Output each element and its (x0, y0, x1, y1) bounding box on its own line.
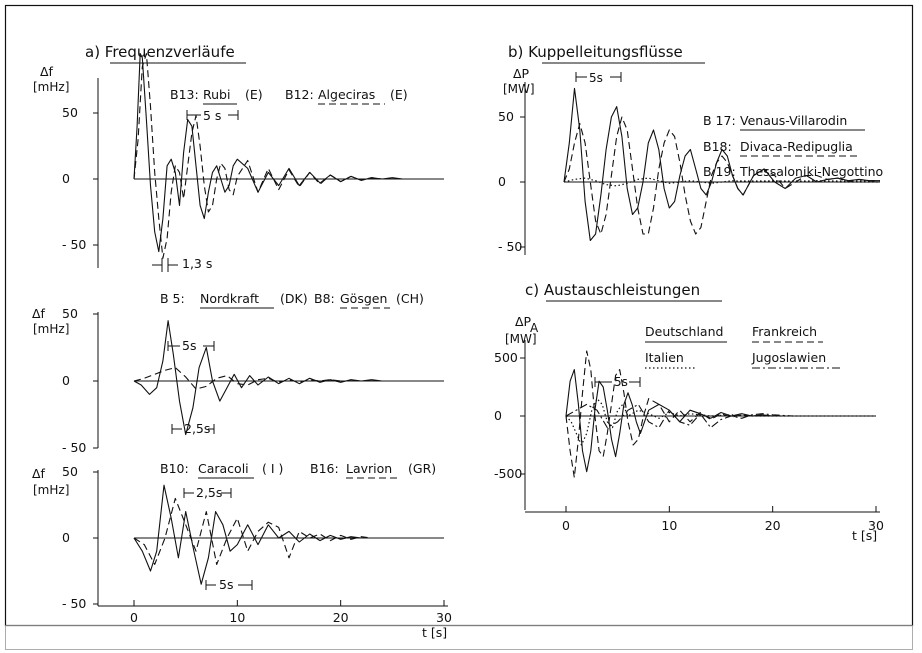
c-ylabel-sub: A (530, 321, 539, 335)
a3-xlabel: t [s] (422, 625, 447, 640)
a3-legend-name-caracoli: Caracoli (198, 461, 249, 476)
b-ylabel: ΔP (513, 66, 530, 81)
a2-series-line-g-sgen (133, 367, 444, 390)
a3-legend-name-lavrion: Lavrion (346, 461, 392, 476)
c-xtick-label: 10 (661, 518, 677, 533)
a3-yunit: [mHz] (33, 483, 69, 497)
a2-ytick-label: 0 (62, 373, 70, 388)
a3-ytick-label: - 50 (62, 596, 86, 611)
c-annot-5s: 5s (614, 375, 628, 389)
a1-yunit: [mHz] (33, 80, 69, 94)
c-series-line-frankreich (565, 350, 876, 479)
b-ytick-label: 50 (498, 109, 514, 124)
c-legend-name-frankreich: Frankreich (752, 324, 817, 339)
a2-ytick-label: 50 (62, 306, 78, 321)
a1-legend-name-rubi: Rubi (203, 87, 230, 102)
b-legend-code-b18: B18: (703, 139, 732, 154)
b-series-line-venaus-villarodin (563, 87, 880, 242)
b-legend-name-divaca: Divaca-Redipuglia (740, 139, 853, 154)
a2-annot-5s: 5s (182, 338, 196, 353)
c-dim-5s (594, 377, 641, 387)
c-xtick-label: 0 (562, 518, 570, 533)
c-series-line-italien (565, 398, 876, 446)
a2-dim-5s (167, 341, 215, 351)
a3-xtick-label: 30 (436, 610, 452, 625)
a2-yunit: [mHz] (33, 322, 69, 336)
a3-xtick-label: 20 (333, 610, 349, 625)
panel-b-heading: b) Kuppelleitungsflüsse (508, 43, 683, 61)
b-ytick-label: 0 (498, 174, 506, 189)
a1-legend-code-b12: B12: (285, 87, 314, 102)
a3-legend-code-b16: B16: (310, 461, 339, 476)
a3-series-line-caracoli (133, 484, 444, 585)
c-xtick-label: 30 (868, 518, 884, 533)
a3-annot-5s: 5s (219, 577, 233, 592)
a2-series-line-nordkraft (133, 320, 444, 436)
c-ytick-label: -500 (494, 466, 522, 481)
a1-legend-name-algeciras: Algeciras (318, 87, 375, 102)
a1-dim-5s (186, 110, 239, 120)
a3-ytick-label: 50 (62, 464, 78, 479)
a2-legend-name-goesgen: Gösgen (340, 291, 387, 306)
c-legend-name-jugoslawien: Jugoslawien (751, 350, 826, 365)
a1-legend-country-algeciras: (E) (390, 87, 408, 102)
c-ytick-label: 500 (494, 350, 518, 365)
b-yunit: [MW] (503, 82, 535, 96)
a3-ylabel: Δf (32, 466, 46, 481)
b-series-line-thessaloniki-negottino (563, 177, 880, 187)
a3-legend-country-caracoli: ( I ) (262, 461, 283, 476)
a1-series-line-rubi (133, 53, 444, 253)
a2-annot-2-5s: 2,5s (184, 421, 210, 436)
a3-ytick-label: 0 (62, 530, 70, 545)
b-legend-code-b19: B 19: (703, 164, 736, 179)
a3-legend-country-lavrion: (GR) (408, 461, 436, 476)
a2-ytick-label: - 50 (62, 440, 86, 455)
a3-legend-code-b10: B10: (160, 461, 189, 476)
c-legend-name-deutschland: Deutschland (645, 324, 723, 339)
b-series-line-divaca-redipuglia (563, 116, 880, 235)
c-ylabel: ΔP (515, 314, 532, 329)
a1-ytick-label: 0 (62, 171, 70, 186)
a3-dim-2-5s (183, 488, 232, 498)
a1-legend-country-rubi: (E) (245, 87, 263, 102)
a2-legend-country-nordkraft: (DK) (280, 291, 308, 306)
b-ytick-label: - 50 (498, 239, 522, 254)
c-series-line-jugoslawien (565, 403, 876, 429)
b-annot-5s: 5s (589, 71, 603, 85)
a2-ylabel: Δf (32, 306, 46, 321)
c-series-line-deutschland (565, 369, 876, 473)
a3-series-line-lavrion (133, 497, 444, 565)
b-legend-code-b17: B 17: (703, 113, 736, 128)
a1-ytick-label: 50 (62, 105, 78, 120)
a2-legend-country-goesgen: (CH) (396, 291, 424, 306)
a3-xtick-label: 0 (130, 610, 138, 625)
a3-xtick-label: 10 (229, 610, 245, 625)
a2-legend-code-b5: B 5: (160, 291, 185, 306)
c-xlabel: t [s] (852, 528, 877, 543)
figure-bottom-strip (5, 625, 913, 650)
c-legend-name-italien: Italien (645, 350, 684, 365)
panel-c-heading: c) Austauschleistungen (525, 281, 700, 299)
c-ytick-label: 0 (494, 408, 502, 423)
a2-dim-2-5s (171, 424, 215, 434)
c-xtick-label: 20 (765, 518, 781, 533)
a3-dim-5s (205, 580, 253, 590)
a2-legend-name-nordkraft: Nordkraft (200, 291, 259, 306)
a1-ylabel: Δf (40, 64, 54, 79)
a1-annot-1-3s: 1,3 s (182, 256, 212, 271)
c-yunit: [MW] (505, 332, 537, 346)
a1-legend-code-b13: B13: (170, 87, 199, 102)
b-legend-name-venaus: Venaus-Villarodin (740, 113, 847, 128)
a2-legend-code-b8: B8: (314, 291, 335, 306)
panel-a-heading: a) Frequenzverläufe (85, 43, 235, 61)
a1-series-line-algeciras (133, 53, 444, 259)
a3-annot-2-5s: 2,5s (196, 485, 222, 500)
a1-ytick-label: - 50 (62, 237, 86, 252)
a1-annot-5s: 5 s (203, 108, 221, 123)
a1-dim-1-3s (152, 258, 178, 272)
b-dim-5s (575, 72, 622, 82)
